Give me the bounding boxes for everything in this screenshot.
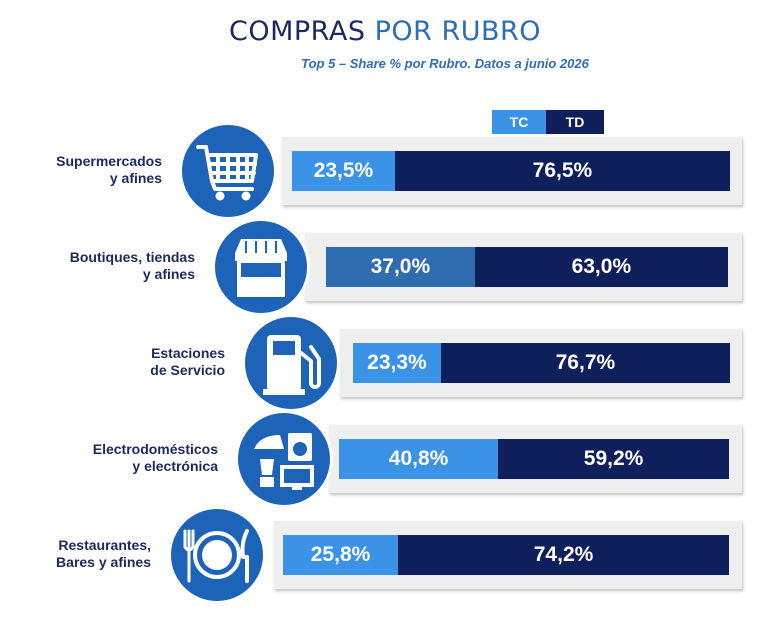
data-label: 23,3% <box>367 351 427 374</box>
chart-row: 37,0% 63,0% Boutiques, tiendas y afines <box>0 221 770 313</box>
data-label: 37,0% <box>370 255 431 278</box>
chart-row: 40,8% 59,2% Electrodomésticos y electrónic… <box>0 413 770 505</box>
fuel-pump-icon <box>245 317 337 409</box>
bar-segment-tc: 23,3% <box>353 343 441 383</box>
chart-row: 23,5% 76,5% Supermercados y afines <box>0 125 770 217</box>
data-label: 59,2% <box>583 447 644 470</box>
bar-segment-td: 74,2% <box>398 535 729 575</box>
category-label: Estaciones de Servicio <box>150 345 225 379</box>
category-label-line: Restaurantes, <box>58 537 151 553</box>
bar-segment-tc: 40,8% <box>339 439 499 479</box>
chart-row: 23,3% 76,7% Estaciones de Servicio <box>0 317 770 409</box>
stacked-bar: 25,8% 74,2% <box>283 535 729 575</box>
data-label: 74,2% <box>533 543 594 566</box>
title-part-2: POR RUBRO <box>374 16 541 47</box>
category-label-line: Electrodomésticos <box>92 441 218 457</box>
stacked-bar: 23,3% 76,7% <box>353 343 730 383</box>
category-label: Electrodomésticos y electrónica <box>93 441 218 475</box>
legend-tc: TC <box>492 110 546 134</box>
category-label-line: y afines <box>142 266 195 282</box>
shopping-cart-icon <box>182 125 274 217</box>
category-label: Restaurantes, Bares y afines <box>56 537 151 571</box>
chart-subtitle: Top 5 – Share % por Rubro. Datos a junio… <box>301 56 589 71</box>
stacked-bar: 23,5% 76,5% <box>292 151 730 191</box>
chart-row: 25,8% 74,2% Restaurantes, Bares y afines <box>0 509 770 601</box>
bar-segment-td: 63,0% <box>474 247 728 287</box>
category-label-line: Boutiques, tiendas <box>69 249 195 265</box>
chart-title: COMPRAS POR RUBRO <box>0 16 770 47</box>
category-label-line: Bares y afines <box>56 554 151 570</box>
bar-segment-tc: 25,8% <box>283 535 399 575</box>
bar-segment-td: 76,7% <box>440 343 730 383</box>
data-label: 40,8% <box>388 447 449 470</box>
category-label-line: de Servicio <box>150 362 225 378</box>
category-label: Boutiques, tiendas y afines <box>70 249 195 283</box>
storefront-icon <box>215 221 307 313</box>
data-label: 63,0% <box>571 255 632 278</box>
bar-segment-tc: 23,5% <box>292 151 395 191</box>
bar-segment-td: 59,2% <box>498 439 729 479</box>
category-label: Supermercados y afines <box>56 153 162 187</box>
category-label-line: y electrónica <box>132 458 218 474</box>
category-label-line: y afines <box>109 170 162 186</box>
appliances-icon <box>238 413 330 505</box>
bar-segment-tc: 37,0% <box>326 247 475 287</box>
bar-segment-td: 76,5% <box>394 151 730 191</box>
data-label: 25,8% <box>310 543 371 566</box>
data-label: 23,5% <box>313 159 374 182</box>
data-label: 76,5% <box>532 159 593 182</box>
category-label-line: Estaciones <box>151 345 225 361</box>
category-label-line: Supermercados <box>56 153 162 169</box>
legend-td: TD <box>546 110 604 134</box>
title-part-1: COMPRAS <box>229 16 366 47</box>
stacked-bar: 37,0% 63,0% <box>326 247 728 287</box>
plate-cutlery-icon <box>171 509 263 601</box>
data-label: 76,7% <box>555 351 616 374</box>
stacked-bar: 40,8% 59,2% <box>339 439 729 479</box>
